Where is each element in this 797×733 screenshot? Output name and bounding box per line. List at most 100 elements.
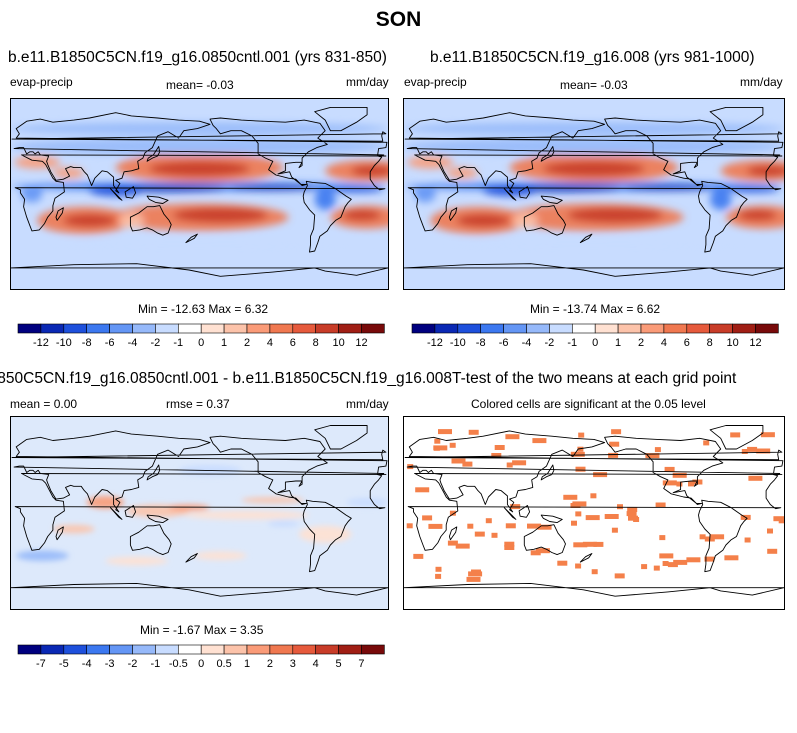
colorbar-box	[503, 323, 527, 334]
colorbar-tick-label: -4	[522, 337, 532, 349]
colorbar-tick-label: -1	[173, 337, 183, 349]
colorbar-box	[155, 644, 179, 655]
colorbar-box	[434, 323, 459, 334]
sig-cell	[767, 528, 773, 534]
sig-cell	[434, 438, 441, 444]
colorbar-tick-label: -2	[545, 337, 555, 349]
colorbar-tick-label: 8	[707, 337, 713, 349]
colorbar-svg: -12 -10 -8 -6 -4 -2 -1 0 1 2 4 6 8 10 12	[411, 323, 779, 349]
colorbar-box	[223, 644, 248, 655]
colorbar-box	[177, 644, 202, 655]
field-patch	[314, 188, 336, 210]
field-patch	[446, 167, 478, 179]
field-patch	[149, 161, 250, 177]
sig-cell	[655, 502, 666, 508]
colorbar-box	[617, 323, 642, 334]
colorbar-svg: -7 -5 -4 -3 -2 -1 -0.5 0 0.5 1 2 3 4 5 7	[17, 644, 385, 670]
field-patch	[404, 122, 784, 135]
sig-cell	[590, 493, 597, 499]
panel1-title: b.e11.B1850C5CN.f19_g16.0850cntl.001 (yr…	[8, 49, 387, 66]
sig-cell	[686, 557, 701, 563]
sig-cell	[468, 429, 479, 435]
colorbar-tick-label: -12	[427, 337, 443, 349]
sig-cell	[585, 515, 600, 521]
map-canvas	[404, 99, 784, 289]
sig-cell	[653, 565, 660, 571]
colorbar-tick-label: -1	[567, 337, 577, 349]
colorbar-box	[571, 323, 596, 334]
field-patch	[710, 188, 732, 210]
field-patch	[11, 238, 388, 256]
sig-cell	[617, 504, 623, 510]
sig-cell	[611, 429, 622, 435]
sig-cell	[435, 566, 442, 572]
sig-cell	[512, 460, 527, 466]
colorbar-box	[132, 323, 156, 334]
panel1-units: mm/day	[346, 75, 389, 89]
colorbar-tick-label: 10	[332, 337, 344, 349]
sig-cell	[428, 523, 443, 529]
panel1-minmax: Min = -12.63 Max = 6.32	[138, 302, 269, 316]
field-patch	[299, 525, 352, 543]
sig-cell	[645, 453, 660, 459]
colorbar-tick-label: 5	[336, 658, 342, 670]
sig-cell	[537, 524, 552, 530]
colorbar-tick-label: -4	[82, 658, 92, 670]
colorbar-box	[86, 644, 110, 655]
field-patch	[512, 213, 539, 228]
sig-cell	[778, 518, 784, 524]
sig-cell	[659, 553, 674, 559]
sig-cell	[767, 548, 778, 554]
field-patch	[183, 510, 310, 520]
colorbar-box	[63, 644, 87, 655]
coastline	[11, 106, 388, 277]
field-patch	[456, 214, 510, 227]
field-patch	[404, 138, 784, 155]
sig-cell	[604, 514, 619, 519]
colorbar-tick-label: 1	[244, 658, 250, 670]
field-patch	[241, 497, 305, 504]
colorbar-box	[177, 323, 202, 334]
sig-cell	[724, 555, 739, 561]
sig-cell	[710, 534, 725, 540]
field-patch	[407, 156, 454, 169]
field-patch	[725, 187, 779, 193]
field-patch	[105, 556, 169, 566]
sig-cell	[593, 472, 608, 478]
colorbar-box	[361, 323, 385, 334]
colorbar-tick-label: 1	[221, 337, 227, 349]
field-patch	[267, 520, 299, 527]
sig-cell	[667, 562, 678, 568]
sig-cell	[571, 520, 577, 526]
panel1-mean-label: mean= -0.03	[166, 78, 234, 92]
coastline	[404, 425, 784, 597]
panel2-colorbar: -12 -10 -8 -6 -4 -2 -1 0 1 2 4 6 8 10 12	[411, 323, 779, 350]
colorbar-tick-label: -0.5	[169, 658, 188, 670]
colorbar-tick-label: 6	[684, 337, 690, 349]
sig-cell	[468, 571, 483, 577]
colorbar-box	[686, 323, 710, 334]
panel3-units: mm/day	[346, 397, 389, 411]
sig-cell	[633, 517, 640, 522]
map-canvas	[11, 99, 388, 289]
colorbar-box	[292, 644, 316, 655]
sig-cell	[676, 481, 683, 487]
colorbar-box	[269, 323, 294, 334]
colorbar-tick-label: 2	[244, 337, 250, 349]
field-patch	[21, 185, 43, 203]
colorbar-box	[40, 323, 65, 334]
colorbar-tick-label: 12	[749, 337, 761, 349]
colorbar-box	[40, 644, 65, 655]
field-patch	[173, 207, 268, 223]
sig-cell	[744, 537, 751, 543]
sig-cell	[573, 542, 588, 548]
sig-cell	[455, 543, 470, 549]
sig-cell	[413, 553, 424, 559]
sig-cell	[435, 573, 442, 579]
colorbar-box	[17, 323, 42, 334]
sig-cell	[557, 560, 568, 566]
field-patch	[11, 122, 388, 135]
sig-cell	[505, 434, 520, 440]
sig-cell	[703, 440, 710, 446]
colorbar-tick-label: 12	[355, 337, 367, 349]
